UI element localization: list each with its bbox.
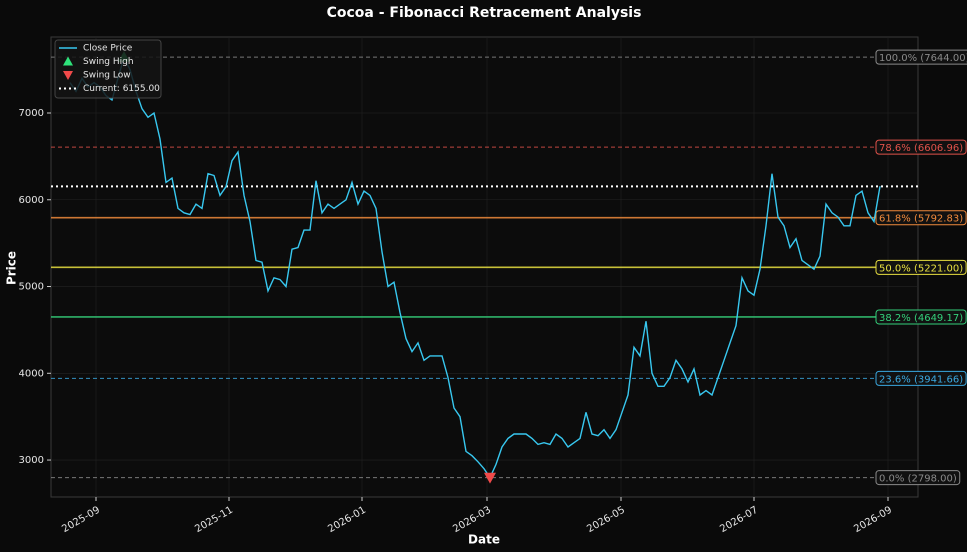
fib-level-label: 61.8% (5792.83) <box>879 214 963 225</box>
fib-level-label: 100.0% (7644.00) <box>879 53 967 64</box>
legend-label: Close Price <box>83 44 133 54</box>
legend-box <box>54 39 162 99</box>
legend-label: Current: 6155.00 <box>83 84 160 94</box>
y-tick-label: 6000 <box>19 195 44 206</box>
fib-level-label: 0.0% (2798.00) <box>879 474 957 485</box>
fib-level-label-box <box>875 139 967 155</box>
legend-label: Swing High <box>83 57 134 67</box>
fib-level-label-box <box>875 470 961 486</box>
y-axis-label: Price <box>5 251 19 285</box>
y-tick-label: 5000 <box>19 282 44 293</box>
y-tick-label: 4000 <box>19 368 44 379</box>
close-price-line <box>69 55 881 480</box>
y-tick-label: 3000 <box>19 455 44 466</box>
legend-label: Swing Low <box>83 71 131 81</box>
swing-low-marker <box>484 472 497 484</box>
legend-symbol <box>63 56 73 66</box>
fib-level-label: 23.6% (3941.66) <box>879 374 963 385</box>
fib-level-label: 78.6% (6606.96) <box>879 143 963 154</box>
y-tick-label: 7000 <box>19 108 44 119</box>
fib-level-label-box <box>875 309 967 325</box>
chart-title: Cocoa - Fibonacci Retracement Analysis <box>327 5 642 21</box>
fib-level-label: 50.0% (5221.00) <box>879 263 963 274</box>
fib-level-label-box <box>875 49 967 65</box>
fib-level-label-box <box>875 210 967 226</box>
fib-level-label-box <box>875 259 967 275</box>
legend-symbol <box>63 71 73 80</box>
legend: Close Price Swing High Swing Low Current: 6… <box>54 39 162 99</box>
x-axis-label: Date <box>468 533 500 547</box>
fib-level-label-box <box>875 370 967 386</box>
fib-level-label: 38.2% (4649.17) <box>879 313 963 324</box>
